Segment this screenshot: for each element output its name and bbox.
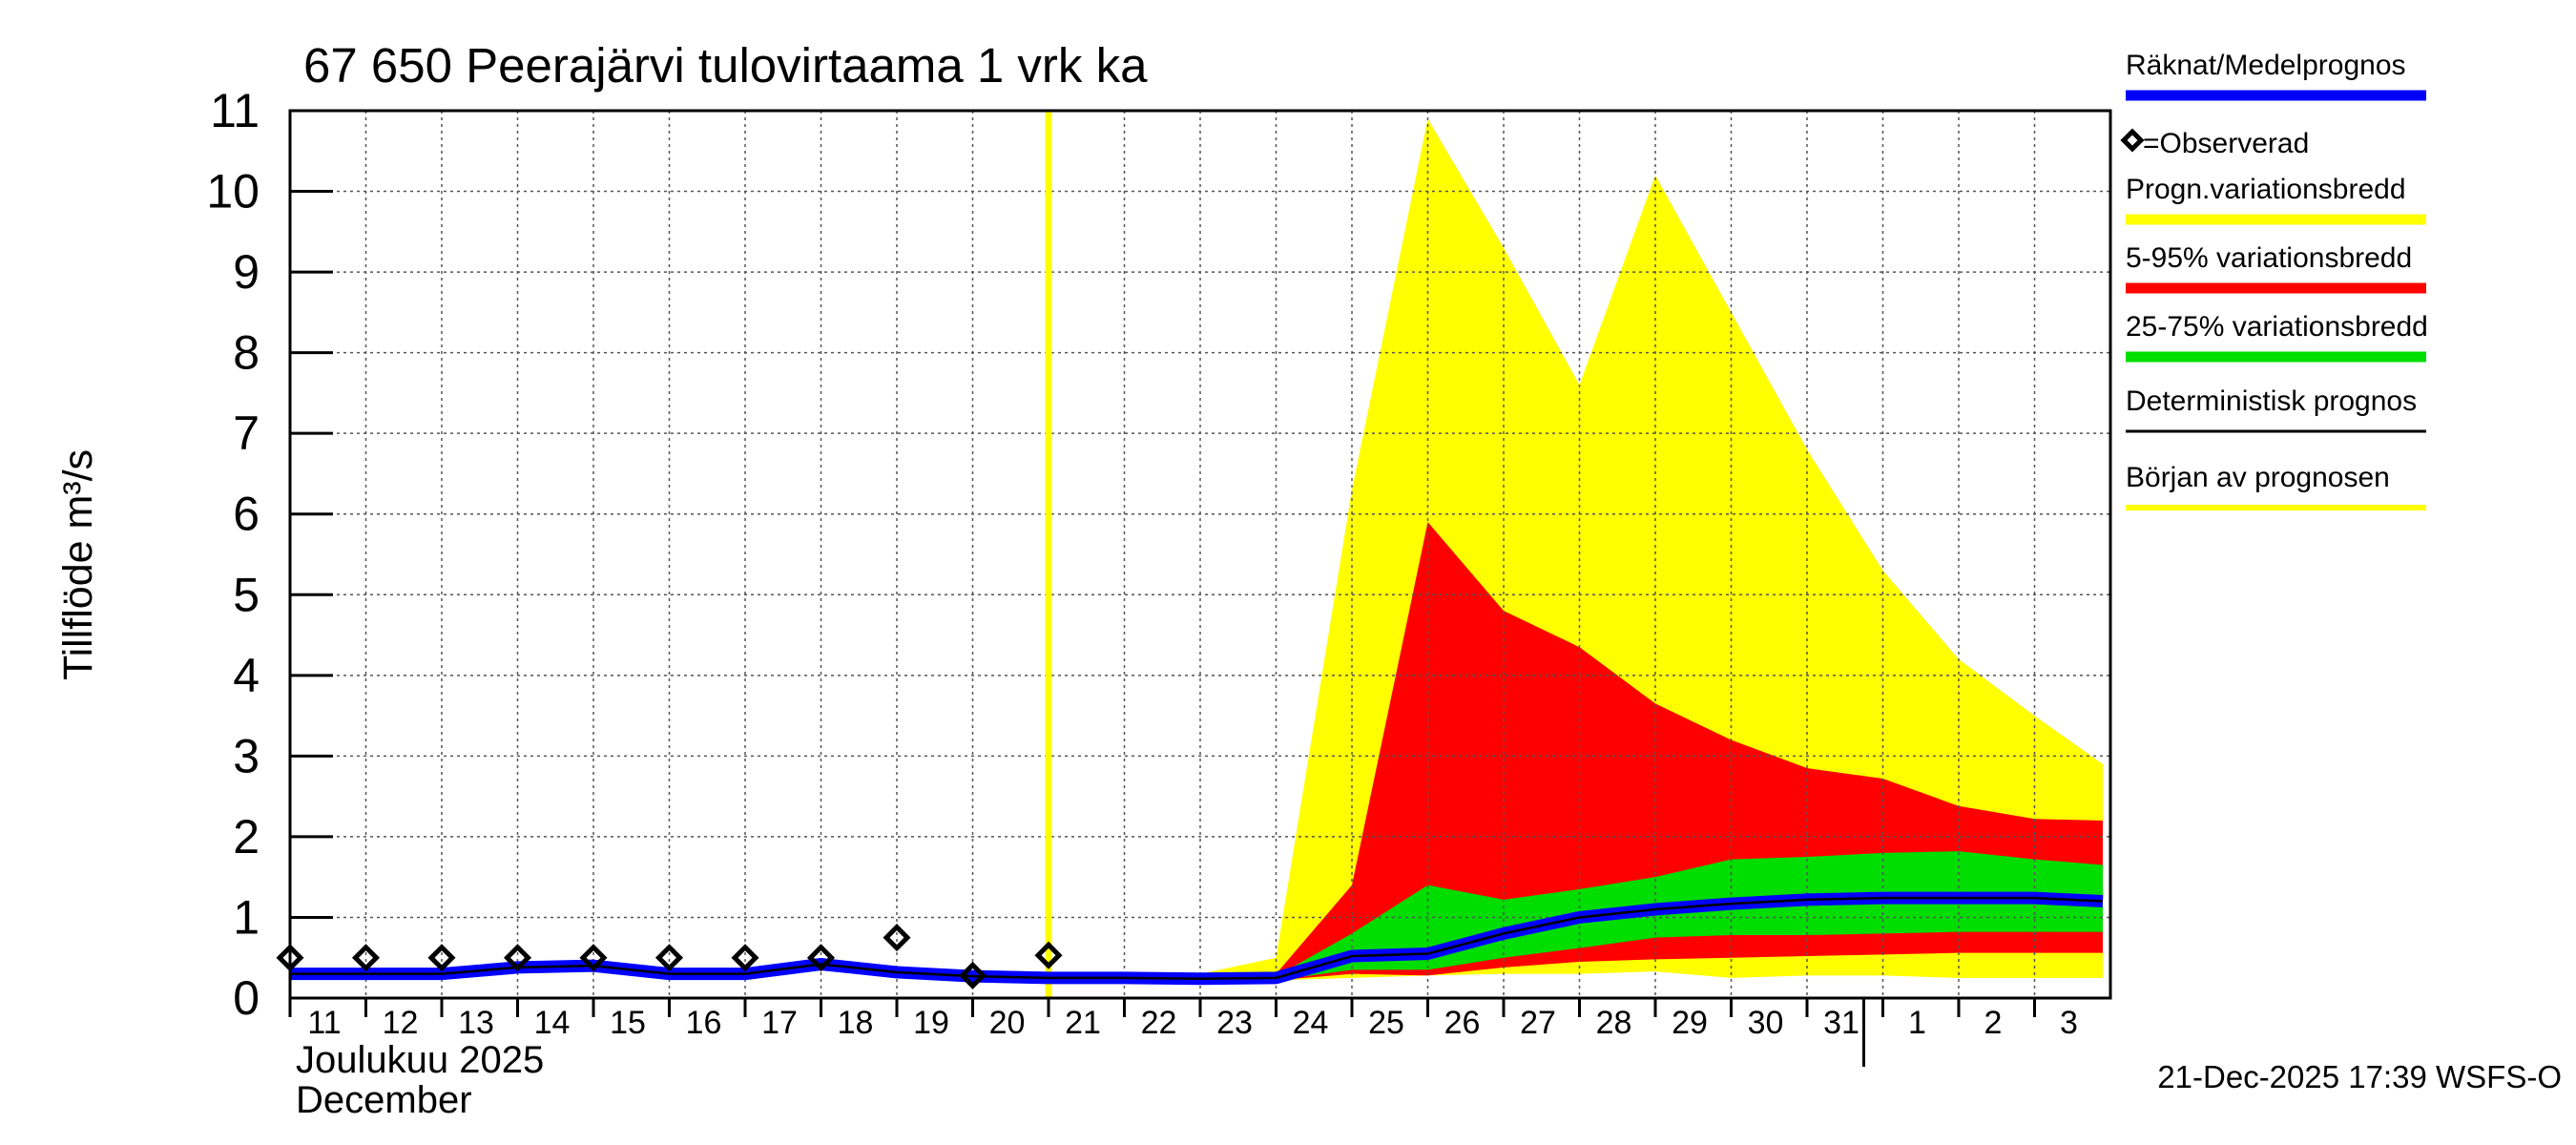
y-tick-label: 11 <box>210 84 260 137</box>
x-axis-month-label: Joulukuu 2025 <box>296 1039 544 1081</box>
x-tick-label: 3 <box>2060 1005 2078 1041</box>
y-tick-label: 9 <box>233 245 260 299</box>
legend-observed-symbol <box>2120 128 2145 153</box>
y-tick-label: 10 <box>206 165 260 219</box>
legend-label: Deterministisk prognos <box>2126 385 2417 417</box>
observed-point <box>1034 941 1063 969</box>
x-tick-label: 13 <box>458 1005 494 1041</box>
x-tick-label: 31 <box>1823 1005 1859 1041</box>
y-tick-label: 5 <box>233 568 260 621</box>
x-tick-label: 29 <box>1672 1005 1708 1041</box>
legend-label: Början av prognosen <box>2126 462 2390 493</box>
legend-label: Progn.variationsbredd <box>2126 174 2406 205</box>
legend-label: 5-95% variationsbredd <box>2126 242 2412 274</box>
x-tick-label: 25 <box>1368 1005 1404 1041</box>
x-tick-label: 18 <box>838 1005 874 1041</box>
x-tick-label: 28 <box>1596 1005 1632 1041</box>
y-tick-label: 8 <box>233 326 260 380</box>
y-tick-label: 1 <box>233 890 260 944</box>
legend-label: =Observerad <box>2143 128 2309 159</box>
x-tick-label: 30 <box>1748 1005 1784 1041</box>
x-tick-label: 2 <box>1984 1005 2003 1041</box>
y-tick-label: 0 <box>233 971 260 1025</box>
x-tick-label: 1 <box>1908 1005 1926 1041</box>
legend-label: 25-75% variationsbredd <box>2126 311 2428 343</box>
y-axis-label: Tillflöde m³/s <box>55 449 101 680</box>
observed-point <box>579 944 608 972</box>
x-tick-label: 21 <box>1065 1005 1101 1041</box>
x-tick-label: 27 <box>1520 1005 1556 1041</box>
observed-point <box>351 944 381 972</box>
x-axis-month-label-sv: December <box>296 1079 472 1121</box>
x-tick-label: 12 <box>383 1005 419 1041</box>
x-tick-label: 17 <box>761 1005 798 1041</box>
x-tick-label: 14 <box>534 1005 571 1041</box>
observed-point <box>654 944 684 972</box>
x-tick-label: 16 <box>686 1005 722 1041</box>
y-tick-label: 7 <box>233 406 260 460</box>
x-tick-label: 22 <box>1141 1005 1177 1041</box>
x-tick-label: 23 <box>1216 1005 1253 1041</box>
band-progn-variationsbredd <box>1049 118 2104 981</box>
x-tick-label: 11 <box>307 1005 341 1041</box>
chart-title: 67 650 Peerajärvi tulovirtaama 1 vrk ka <box>303 38 1148 93</box>
observed-point <box>503 944 532 972</box>
legend-label: Räknat/Medelprognos <box>2126 50 2406 81</box>
y-tick-label: 2 <box>233 810 260 864</box>
y-tick-label: 4 <box>233 649 260 702</box>
x-tick-label: 19 <box>913 1005 949 1041</box>
x-tick-label: 24 <box>1293 1005 1329 1041</box>
x-tick-label: 20 <box>989 1005 1026 1041</box>
y-tick-label: 6 <box>233 488 260 541</box>
legend: Räknat/Medelprognos =Observerad Progn.vari… <box>2120 50 2428 510</box>
observed-point <box>958 961 987 989</box>
variation-bands <box>1049 118 2104 981</box>
y-tick-label: 3 <box>233 729 260 782</box>
timestamp-footer: 21-Dec-2025 17:39 WSFS-O <box>2157 1059 2562 1094</box>
x-tick-label: 26 <box>1444 1005 1481 1041</box>
observed-point <box>731 944 759 972</box>
axes <box>288 109 2112 1067</box>
observed-point <box>806 944 836 972</box>
observed-point <box>427 944 456 972</box>
x-tick-label: 15 <box>610 1005 646 1041</box>
observed-point <box>883 924 911 952</box>
